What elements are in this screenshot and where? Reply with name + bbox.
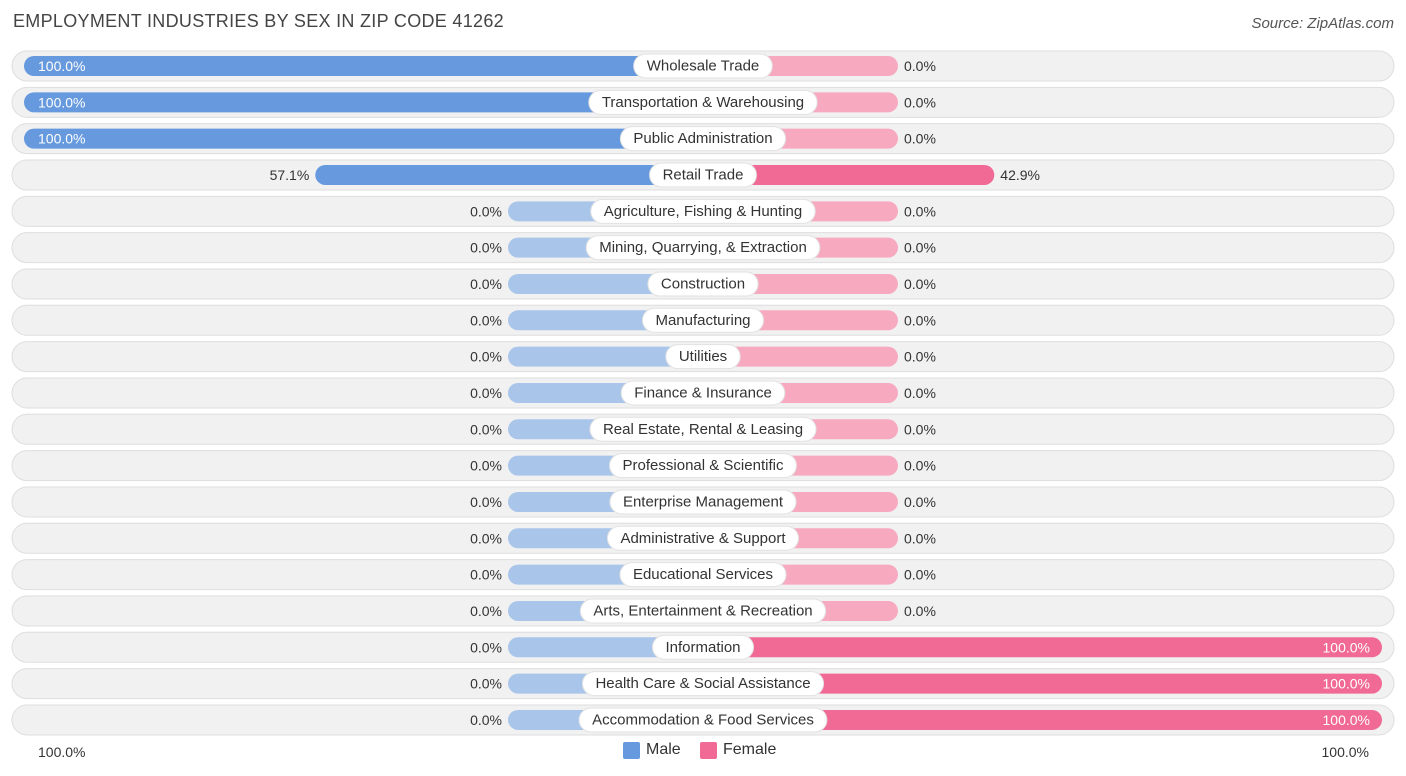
legend-swatch-female bbox=[700, 741, 717, 759]
value-label-male: 0.0% bbox=[470, 530, 502, 546]
category-pill bbox=[619, 562, 787, 588]
category-label: Real Estate, Rental & Leasing bbox=[603, 421, 803, 438]
value-label-male: 0.0% bbox=[470, 676, 502, 692]
category-pill bbox=[589, 416, 817, 442]
category-label: Finance & Insurance bbox=[634, 384, 772, 401]
value-label-female: 42.9% bbox=[1000, 167, 1040, 183]
legend-item-female[interactable]: Female bbox=[700, 741, 776, 759]
chart-title: EMPLOYMENT INDUSTRIES BY SEX IN ZIP CODE… bbox=[13, 11, 504, 31]
value-label-female: 0.0% bbox=[904, 421, 936, 437]
value-label-female: 100.0% bbox=[1323, 676, 1370, 692]
category-label: Public Administration bbox=[633, 130, 772, 147]
category-label: Accommodation & Food Services bbox=[592, 711, 814, 728]
category-pill bbox=[579, 598, 827, 624]
value-label-female: 0.0% bbox=[904, 385, 936, 401]
category-label: Mining, Quarrying, & Extraction bbox=[599, 239, 807, 256]
bar-female bbox=[703, 709, 1382, 730]
value-label-male: 0.0% bbox=[470, 203, 502, 219]
category-label: Agriculture, Fishing & Hunting bbox=[604, 203, 802, 220]
value-label-male: 0.0% bbox=[470, 312, 502, 328]
value-label-male: 0.0% bbox=[470, 639, 502, 655]
value-label-female: 0.0% bbox=[904, 349, 936, 365]
value-label-male: 0.0% bbox=[470, 276, 502, 292]
category-label: Transportation & Warehousing bbox=[602, 94, 804, 111]
category-label: Educational Services bbox=[633, 566, 773, 583]
value-label-female: 0.0% bbox=[904, 58, 936, 74]
category-pill bbox=[609, 489, 797, 515]
value-label-male: 0.0% bbox=[470, 603, 502, 619]
source-credit: Source: ZipAtlas.com bbox=[1251, 15, 1394, 32]
legend-label-male: Male bbox=[646, 741, 681, 758]
category-pill bbox=[581, 671, 825, 697]
value-label-female: 0.0% bbox=[904, 458, 936, 474]
legend-swatch-male bbox=[623, 741, 640, 759]
value-label-male: 0.0% bbox=[470, 421, 502, 437]
value-label-male: 100.0% bbox=[38, 58, 85, 74]
value-label-female: 100.0% bbox=[1323, 712, 1370, 728]
value-label-male: 0.0% bbox=[470, 349, 502, 365]
value-label-male: 0.0% bbox=[470, 458, 502, 474]
value-label-female: 0.0% bbox=[904, 603, 936, 619]
category-pill bbox=[620, 380, 786, 406]
value-label-male: 57.1% bbox=[270, 167, 310, 183]
value-label-female: 0.0% bbox=[904, 530, 936, 546]
category-label: Information bbox=[665, 639, 740, 656]
value-label-female: 100.0% bbox=[1323, 639, 1370, 655]
value-label-male: 0.0% bbox=[470, 385, 502, 401]
category-pill bbox=[588, 89, 818, 115]
category-pill bbox=[641, 307, 765, 333]
value-label-female: 0.0% bbox=[904, 567, 936, 583]
value-label-male: 0.0% bbox=[470, 567, 502, 583]
bar-female bbox=[703, 346, 898, 367]
category-pill bbox=[651, 634, 755, 660]
value-label-female: 0.0% bbox=[904, 203, 936, 219]
value-label-male: 0.0% bbox=[470, 494, 502, 510]
bar-male bbox=[315, 164, 703, 185]
axis-right-label: 100.0% bbox=[1321, 744, 1369, 760]
category-pill bbox=[619, 126, 787, 152]
category-label: Arts, Entertainment & Recreation bbox=[593, 602, 812, 619]
bar-male bbox=[24, 56, 703, 76]
value-label-female: 0.0% bbox=[904, 312, 936, 328]
value-label-male: 100.0% bbox=[38, 131, 85, 147]
category-label: Administrative & Support bbox=[620, 530, 786, 547]
legend: Male Female bbox=[0, 741, 1406, 763]
category-pill bbox=[647, 271, 759, 297]
value-label-female: 0.0% bbox=[904, 276, 936, 292]
axis-left-label: 100.0% bbox=[38, 744, 86, 760]
category-pill bbox=[590, 198, 816, 224]
value-label-female: 0.0% bbox=[904, 94, 936, 110]
category-label: Enterprise Management bbox=[623, 493, 784, 510]
category-pill bbox=[609, 453, 797, 479]
category-label: Professional & Scientific bbox=[623, 457, 784, 474]
chart-canvas: 100.0% 0.0% Wholesale Trade 100.0% 0.0% Trans… bbox=[11, 50, 1395, 736]
value-label-male: 100.0% bbox=[38, 94, 85, 110]
category-label: Wholesale Trade bbox=[647, 58, 760, 75]
value-label-female: 0.0% bbox=[904, 494, 936, 510]
category-label: Manufacturing bbox=[655, 312, 750, 329]
category-pill bbox=[585, 235, 821, 261]
category-label: Health Care & Social Assistance bbox=[595, 675, 810, 692]
bar-male bbox=[24, 92, 703, 113]
category-pill bbox=[665, 344, 741, 370]
bar-female bbox=[703, 637, 1382, 658]
category-label: Utilities bbox=[679, 348, 727, 365]
legend-item-male[interactable]: Male bbox=[623, 741, 681, 759]
value-label-female: 0.0% bbox=[904, 131, 936, 147]
category-label: Retail Trade bbox=[663, 166, 744, 183]
category-pill bbox=[633, 53, 773, 79]
bar-female bbox=[703, 164, 995, 185]
value-label-male: 0.0% bbox=[470, 240, 502, 256]
bar-male bbox=[508, 346, 703, 367]
bar-female bbox=[703, 673, 1382, 694]
value-label-female: 0.0% bbox=[904, 240, 936, 256]
category-label: Construction bbox=[661, 275, 745, 292]
bar-male bbox=[24, 128, 703, 149]
value-label-male: 0.0% bbox=[470, 712, 502, 728]
category-pill bbox=[578, 707, 828, 733]
legend-label-female: Female bbox=[723, 741, 777, 758]
category-pill bbox=[649, 162, 757, 188]
category-pill bbox=[606, 525, 800, 551]
